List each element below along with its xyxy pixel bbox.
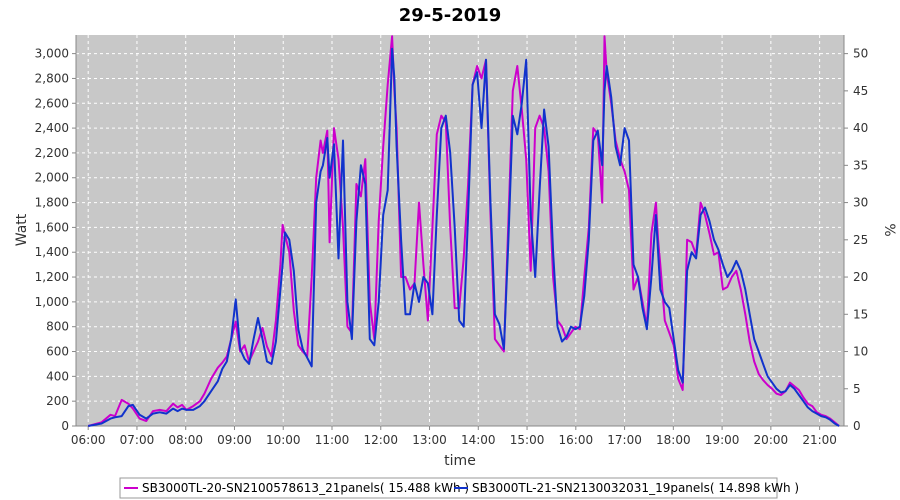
y2-tick-label: 40 bbox=[853, 121, 868, 135]
y2-tick-label: 0 bbox=[853, 419, 861, 433]
x-axis: 06:00 07:00 08:00 09:00 10:00 11:00 12:00 13:00… bbox=[71, 425, 844, 447]
y2-tick-label: 5 bbox=[853, 382, 861, 396]
y-tick-label: 1,600 bbox=[35, 220, 69, 234]
x-tick-label: 06:00 bbox=[71, 433, 106, 447]
x-tick-label: 19:00 bbox=[705, 433, 740, 447]
series-lines bbox=[87, 35, 840, 427]
series-line-2 bbox=[88, 47, 840, 427]
y-tick-label: 2,000 bbox=[35, 171, 69, 185]
y-tick-label: 1,200 bbox=[35, 270, 69, 284]
y-tick-label: 2,800 bbox=[35, 71, 69, 85]
y-axis-right: 0 5 10 15 20 25 30 35 40 45 50 bbox=[843, 35, 868, 433]
y2-tick-label: 45 bbox=[853, 84, 868, 98]
legend-entry: SB3000TL-20-SN2100578613_21panels( 15.48… bbox=[142, 481, 469, 495]
x-tick-label: 15:00 bbox=[510, 433, 545, 447]
x-tick-label: 20:00 bbox=[754, 433, 789, 447]
y2-tick-label: 35 bbox=[853, 158, 868, 172]
x-tick-label: 14:00 bbox=[461, 433, 496, 447]
x-tick-label: 12:00 bbox=[363, 433, 398, 447]
y-tick-label: 3,000 bbox=[35, 47, 69, 61]
x-tick-label: 16:00 bbox=[559, 433, 594, 447]
y-tick-label: 400 bbox=[46, 369, 69, 383]
y-tick-label: 1,400 bbox=[35, 245, 69, 259]
y2-tick-label: 50 bbox=[853, 47, 868, 61]
y2-tick-label: 30 bbox=[853, 196, 868, 210]
x-tick-label: 11:00 bbox=[315, 433, 350, 447]
y-tick-label: 1,800 bbox=[35, 196, 69, 210]
legend: SB3000TL-20-SN2100578613_21panels( 15.48… bbox=[119, 477, 799, 499]
x-tick-label: 08:00 bbox=[168, 433, 203, 447]
legend-entry: SB3000TL-21-SN2130032031_19panels( 14.89… bbox=[472, 481, 799, 495]
x-tick-label: 09:00 bbox=[217, 433, 252, 447]
y-tick-label: 200 bbox=[46, 394, 69, 408]
y-tick-label: 2,400 bbox=[35, 121, 69, 135]
x-tick-label: 21:00 bbox=[802, 433, 837, 447]
y-tick-label: 0 bbox=[61, 419, 69, 433]
plot-area bbox=[76, 35, 844, 426]
y2-tick-label: 25 bbox=[853, 233, 868, 247]
y-tick-label: 1,000 bbox=[35, 295, 69, 309]
x-tick-label: 17:00 bbox=[607, 433, 642, 447]
chart-title: 29-5-2019 bbox=[399, 5, 502, 26]
y-tick-label: 800 bbox=[46, 320, 69, 334]
x-axis-label: time bbox=[444, 453, 476, 469]
x-tick-label: 13:00 bbox=[412, 433, 447, 447]
y-tick-label: 2,600 bbox=[35, 96, 69, 110]
legend-box bbox=[119, 477, 778, 499]
x-tick-label: 07:00 bbox=[120, 433, 155, 447]
y2-axis-label: % bbox=[881, 223, 897, 236]
y-axis-label: Watt bbox=[14, 213, 30, 246]
y-axis-left: 0 200 400 600 800 1,000 1,200 1,400 1,600 1,800 2,… bbox=[35, 35, 77, 433]
x-tick-label: 18:00 bbox=[656, 433, 691, 447]
y-tick-label: 600 bbox=[46, 345, 69, 359]
x-tick-label: 10:00 bbox=[266, 433, 301, 447]
y2-tick-label: 20 bbox=[853, 270, 868, 284]
y-tick-label: 2,200 bbox=[35, 146, 69, 160]
y2-tick-label: 10 bbox=[853, 345, 868, 359]
y2-tick-label: 15 bbox=[853, 307, 868, 321]
